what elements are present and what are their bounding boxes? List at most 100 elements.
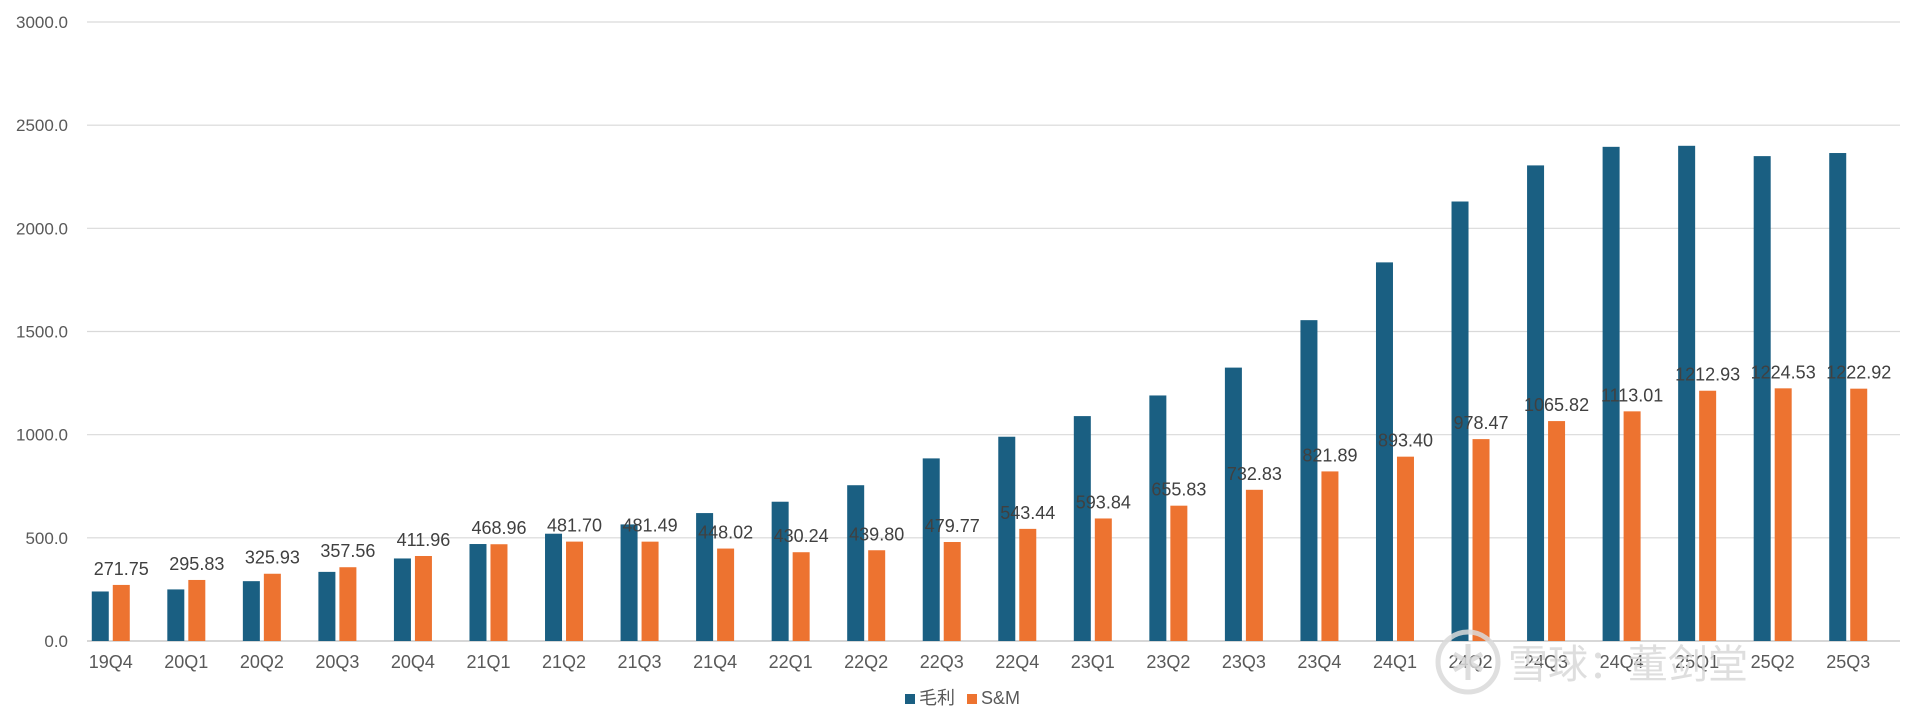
bar-gross-profit-20Q2[interactable] [242,581,260,641]
x-tick-label: 23Q3 [1222,652,1266,672]
bar-sm-21Q3[interactable] [641,541,659,641]
bar-gross-profit-22Q2[interactable] [847,485,865,641]
data-label-24Q1: 893.40 [1378,431,1433,451]
bar-sm-21Q2[interactable] [566,541,584,641]
y-tick-label: 0.0 [44,632,68,651]
data-label-25Q2: 1224.53 [1751,362,1816,382]
y-axis-ticks: 0.0 500.0 1000.0 1500.0 2000.0 2500.0 3000.0 [16,13,68,651]
bars [91,145,1868,642]
bar-sm-22Q2[interactable] [868,550,886,641]
bar-sm-21Q1[interactable] [490,544,508,641]
bar-gross-profit-24Q1[interactable] [1375,262,1393,641]
x-tick-label: 23Q1 [1071,652,1115,672]
gridlines [87,21,1900,642]
bar-gross-profit-21Q4[interactable] [696,513,714,641]
bar-gross-profit-25Q2[interactable] [1753,156,1771,641]
y-tick-label: 3000.0 [16,13,68,32]
data-label-23Q4: 821.89 [1302,445,1357,465]
data-label-24Q4: 1113.01 [1601,385,1663,405]
data-label-21Q3: 481.49 [623,516,678,536]
data-labels: 271.75 295.83 325.93 357.56 411.96 468.96 481.… [94,362,1892,579]
bar-sm-23Q1[interactable] [1094,518,1112,641]
data-label-20Q1: 295.83 [169,554,224,574]
x-tick-label: 22Q4 [995,652,1039,672]
data-label-20Q4: 411.96 [397,530,451,550]
x-tick-label: 24Q4 [1600,652,1644,672]
bar-gross-profit-25Q3[interactable] [1829,153,1847,641]
bar-sm-20Q3[interactable] [339,567,357,641]
x-tick-label: 20Q2 [240,652,284,672]
bar-gross-profit-23Q2[interactable] [1149,395,1167,641]
data-label-24Q3: 1065.82 [1524,395,1589,415]
data-label-25Q3: 1222.92 [1826,363,1891,383]
bar-sm-20Q4[interactable] [414,555,432,641]
bar-sm-20Q1[interactable] [188,579,206,641]
bar-sm-24Q2[interactable] [1472,439,1490,641]
y-tick-label: 500.0 [25,529,68,548]
x-tick-label: 19Q4 [89,652,133,672]
bar-sm-20Q2[interactable] [263,573,281,641]
data-label-20Q3: 357.56 [320,541,375,561]
x-tick-label: 20Q4 [391,652,435,672]
bar-sm-19Q4[interactable] [112,584,130,641]
bar-gross-profit-24Q3[interactable] [1527,165,1545,641]
bar-sm-24Q3[interactable] [1548,421,1566,641]
legend-swatch-gross-profit[interactable] [905,694,915,704]
x-tick-label: 25Q3 [1826,652,1870,672]
legend-swatch-sm[interactable] [967,694,977,704]
bar-gross-profit-22Q3[interactable] [922,458,940,641]
x-tick-label: 20Q3 [315,652,359,672]
data-label-23Q1: 593.84 [1076,492,1131,512]
legend[interactable]: 毛利 S&M [905,688,1020,708]
x-tick-label: 21Q1 [466,652,510,672]
bar-sm-21Q4[interactable] [717,548,735,641]
bar-sm-22Q3[interactable] [943,542,961,641]
bar-gross-profit-23Q3[interactable] [1224,367,1242,641]
bar-gross-profit-24Q2[interactable] [1451,201,1469,641]
bar-sm-24Q4[interactable] [1623,411,1641,641]
x-tick-label: 22Q2 [844,652,888,672]
watermark: 雪球：董剑堂 [1435,629,1748,695]
x-tick-label: 20Q1 [164,652,208,672]
bar-gross-profit-22Q4[interactable] [998,436,1016,641]
bar-gross-profit-24Q4[interactable] [1602,146,1620,641]
data-label-20Q2: 325.93 [245,548,300,568]
data-label-19Q4: 271.75 [94,559,149,579]
x-tick-label: 25Q1 [1675,652,1719,672]
x-tick-label: 25Q2 [1751,652,1795,672]
bar-sm-23Q2[interactable] [1170,505,1188,641]
x-tick-label: 23Q4 [1297,652,1341,672]
bar-gross-profit-21Q3[interactable] [620,524,638,641]
bar-sm-25Q2[interactable] [1774,388,1792,641]
data-label-22Q4: 543.44 [1000,503,1055,523]
data-label-25Q1: 1212.93 [1675,365,1740,385]
x-tick-label: 24Q1 [1373,652,1417,672]
bar-sm-25Q1[interactable] [1699,390,1717,641]
bar-gross-profit-21Q2[interactable] [545,533,563,641]
bar-gross-profit-20Q1[interactable] [167,589,185,641]
bar-gross-profit-23Q4[interactable] [1300,320,1318,641]
bar-sm-24Q1[interactable] [1396,456,1414,641]
bar-sm-23Q3[interactable] [1245,489,1263,641]
legend-label-gross-profit[interactable]: 毛利 [919,688,955,708]
bar-gross-profit-25Q1[interactable] [1678,145,1696,642]
bar-gross-profit-20Q4[interactable] [393,558,411,641]
legend-label-sm[interactable]: S&M [981,688,1020,708]
y-tick-label: 1500.0 [16,323,68,342]
data-label-22Q2: 439.80 [849,524,904,544]
bar-sm-23Q4[interactable] [1321,471,1339,641]
bar-gross-profit-20Q3[interactable] [318,571,336,641]
y-tick-label: 2000.0 [16,219,68,238]
bar-sm-22Q4[interactable] [1019,528,1037,641]
bar-sm-25Q3[interactable] [1850,388,1868,641]
bar-gross-profit-23Q1[interactable] [1073,416,1091,641]
x-tick-label: 21Q3 [618,652,662,672]
bar-gross-profit-22Q1[interactable] [771,501,789,641]
bar-sm-22Q1[interactable] [792,552,810,641]
bar-gross-profit-19Q4[interactable] [91,591,109,641]
bar-gross-profit-21Q1[interactable] [469,544,487,641]
x-tick-label: 22Q1 [769,652,813,672]
x-axis-ticks: 19Q4 20Q1 20Q2 20Q3 20Q4 21Q1 21Q2 21Q3 21Q4 22Q1… [89,652,1871,672]
